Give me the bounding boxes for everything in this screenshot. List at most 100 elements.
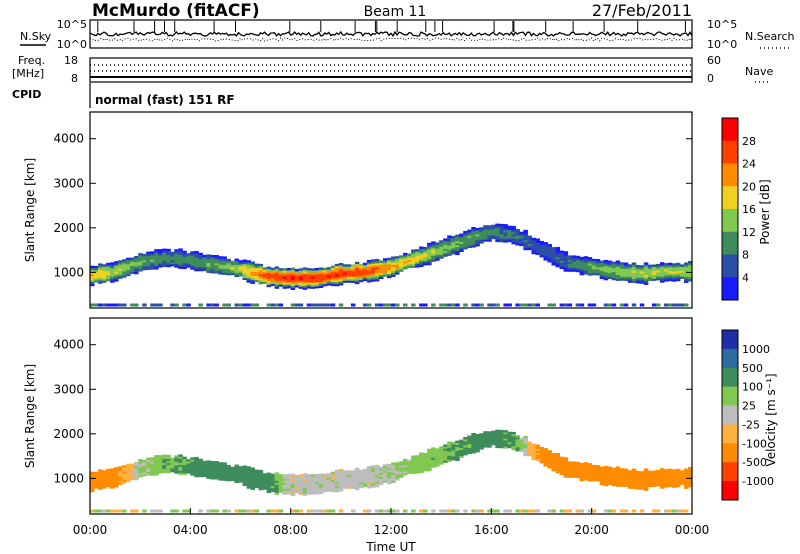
velocity-cell	[122, 465, 127, 468]
power-cell	[439, 254, 444, 257]
power-cell	[623, 264, 629, 267]
velocity-cell	[370, 469, 376, 472]
velocity-cell	[334, 477, 340, 481]
power-cell	[106, 303, 111, 307]
velocity-cell	[475, 436, 480, 439]
velocity-cell	[322, 489, 328, 493]
power-cell	[543, 256, 548, 259]
power-cell	[142, 263, 147, 267]
velocity-cell	[146, 469, 151, 472]
power-cell	[471, 241, 476, 244]
power-cell	[471, 245, 476, 248]
power-cell	[122, 263, 127, 266]
velocity-cell	[395, 464, 400, 467]
velocity-cell	[495, 509, 500, 513]
power-cell	[190, 267, 195, 270]
velocity-cell	[467, 447, 472, 450]
velocity-cell	[627, 472, 633, 475]
velocity-cell	[146, 473, 151, 476]
velocity-cell	[499, 437, 504, 441]
velocity-cell	[599, 480, 605, 483]
velocity-cell	[435, 452, 440, 455]
power-cell	[555, 252, 560, 256]
power-cell	[423, 248, 428, 252]
power-cell	[599, 272, 605, 275]
velocity-cell	[330, 473, 336, 477]
velocity-cell	[407, 459, 412, 462]
power-cell	[202, 260, 207, 264]
velocity-cell	[126, 475, 131, 479]
power-cell	[479, 237, 484, 240]
power-cell	[491, 226, 496, 230]
velocity-cell	[395, 472, 400, 475]
power-cell	[138, 255, 143, 258]
power-cell	[635, 273, 641, 276]
velocity-cell	[274, 474, 280, 477]
power-cell	[198, 258, 203, 262]
velocity-cell	[306, 486, 312, 489]
power-cell	[631, 280, 637, 283]
velocity-cell	[350, 509, 356, 513]
velocity-cell	[431, 453, 436, 456]
power-cell	[246, 270, 251, 273]
velocity-cell	[198, 470, 203, 474]
velocity-cell	[110, 474, 115, 477]
velocity-cell	[559, 466, 565, 469]
velocity-cell	[278, 482, 284, 485]
velocity-cell	[619, 480, 625, 483]
velocity-cell	[282, 486, 288, 489]
velocity-cell	[659, 472, 665, 475]
power-cell	[491, 303, 496, 307]
power-cell	[118, 274, 123, 277]
velocity-colorbar-label: Velocity [m s⁻¹]	[764, 373, 778, 466]
power-cell	[667, 262, 673, 266]
velocity-cell	[659, 484, 665, 487]
power-cell	[439, 248, 444, 251]
velocity-cell	[559, 460, 565, 463]
velocity-cell	[322, 509, 328, 513]
power-cell	[230, 266, 235, 270]
power-cell	[535, 252, 540, 255]
power-cell	[471, 235, 476, 238]
velocity-cell	[503, 442, 508, 445]
power-cell	[455, 240, 460, 244]
velocity-cell	[387, 481, 392, 485]
velocity-colorbar-tick: -500	[742, 456, 767, 469]
power-cell	[411, 303, 416, 307]
power-cell	[387, 269, 392, 273]
power-cell	[427, 244, 432, 248]
power-cell	[182, 258, 187, 262]
power-cell	[182, 250, 187, 254]
power-cell	[471, 231, 476, 234]
velocity-cell	[178, 454, 183, 457]
power-cell	[138, 257, 143, 260]
velocity-cell	[170, 457, 175, 461]
power-cell	[102, 268, 107, 271]
power-cell	[206, 256, 211, 259]
velocity-cell	[395, 468, 400, 471]
power-cell	[623, 266, 629, 269]
power-cell	[487, 231, 492, 234]
velocity-cell	[435, 458, 440, 461]
power-cell	[190, 255, 195, 258]
y-tick-label: 4000	[53, 338, 84, 352]
velocity-cell	[294, 489, 300, 492]
power-cell	[338, 267, 344, 270]
velocity-cell	[495, 433, 500, 436]
freq-left-label-2: [MHz]	[12, 67, 44, 80]
power-cell	[443, 246, 448, 249]
velocity-cell	[162, 460, 167, 463]
power-colorbar-swatch	[722, 140, 738, 164]
velocity-cell	[531, 451, 536, 455]
velocity-cell	[655, 484, 661, 487]
velocity-cell	[635, 481, 641, 484]
velocity-cell	[511, 431, 516, 435]
power-cell	[198, 303, 203, 307]
power-cell	[547, 246, 552, 249]
velocity-cell	[330, 481, 336, 485]
power-cell	[226, 268, 231, 272]
velocity-cell	[688, 479, 693, 482]
velocity-cell	[491, 430, 496, 434]
velocity-cell	[122, 469, 127, 472]
velocity-cell	[286, 490, 292, 493]
